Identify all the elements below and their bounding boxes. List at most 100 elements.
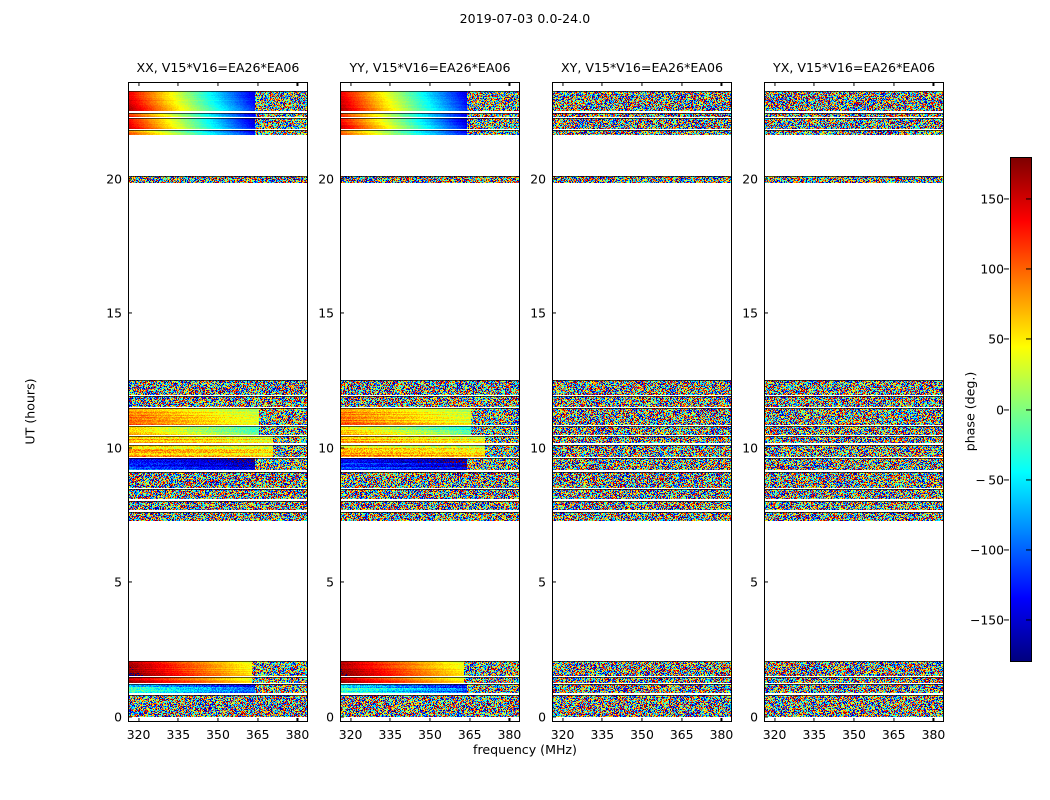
x-tick-label: 320 <box>550 727 575 742</box>
x-tick-mark <box>893 718 895 722</box>
x-tick-mark <box>469 718 471 722</box>
y-tick-label: 15 <box>530 305 546 321</box>
colorbar-tick-mark-inner <box>1026 549 1031 551</box>
x-tick-mark <box>508 718 510 722</box>
y-tick-label: 0 <box>114 709 122 725</box>
x-tick-mark <box>429 718 431 722</box>
x-tick-label: 350 <box>842 727 866 742</box>
x-tick-label: 320 <box>762 727 787 742</box>
y-tick-label: 20 <box>318 171 334 187</box>
heatmap-image <box>553 83 731 721</box>
x-tick-mark <box>296 718 298 722</box>
x-tick-mark-top <box>932 82 934 86</box>
y-tick-label: 5 <box>750 574 758 590</box>
colorbar <box>1010 157 1032 662</box>
y-tick-mark <box>552 581 556 583</box>
x-tick-mark <box>177 718 179 722</box>
x-tick-mark-top <box>774 82 776 86</box>
y-tick-label: 0 <box>750 709 758 725</box>
x-tick-label: 365 <box>457 727 482 742</box>
heatmap-panel-xx <box>128 82 308 722</box>
x-tick-mark <box>641 718 643 722</box>
figure-title: 2019-07-03 0.0-24.0 <box>459 11 591 26</box>
y-tick-label: 5 <box>326 574 334 590</box>
heatmap-image <box>765 83 943 721</box>
y-tick-mark <box>128 178 132 180</box>
x-tick-mark <box>601 718 603 722</box>
colorbar-tick-mark <box>1004 408 1009 411</box>
y-tick-mark <box>340 312 344 314</box>
x-tick-mark <box>720 718 722 722</box>
panel-title-yx: YX, V15*V16=EA26*EA06 <box>773 60 935 75</box>
x-tick-mark-top <box>720 82 722 86</box>
y-tick-label: 10 <box>106 440 122 456</box>
x-tick-label: 350 <box>630 727 654 742</box>
y-axis-label: UT (hours) <box>22 378 38 445</box>
colorbar-tick-mark-inner <box>1026 338 1031 340</box>
heatmap-image <box>341 83 519 721</box>
x-tick-mark-top <box>177 82 179 86</box>
x-tick-mark-top <box>641 82 643 86</box>
y-tick-mark <box>764 716 768 718</box>
y-tick-mark <box>552 716 556 718</box>
colorbar-tick-label: 50 <box>988 331 1004 347</box>
x-tick-mark-top <box>138 82 140 86</box>
y-tick-mark <box>128 312 132 314</box>
x-tick-mark <box>813 718 815 722</box>
y-tick-mark <box>128 581 132 583</box>
colorbar-tick-label: −100 <box>969 542 1004 558</box>
x-tick-mark-top <box>350 82 352 86</box>
y-tick-label: 15 <box>106 305 122 321</box>
colorbar-tick-mark-inner <box>1026 268 1031 270</box>
y-tick-mark <box>764 581 768 583</box>
colorbar-tick-mark <box>1004 268 1009 270</box>
x-axis-label: frequency (MHz) <box>473 742 577 757</box>
y-tick-mark <box>764 447 768 449</box>
y-tick-label: 5 <box>114 574 122 590</box>
colorbar-tick-mark-inner <box>1026 198 1031 200</box>
x-tick-label: 365 <box>669 727 694 742</box>
heatmap-image <box>129 83 307 721</box>
panel-title-xx: XX, V15*V16=EA26*EA06 <box>136 60 300 75</box>
colorbar-tick-mark-inner <box>1026 479 1031 481</box>
x-tick-label: 335 <box>802 727 827 742</box>
x-tick-mark <box>257 718 259 722</box>
x-tick-mark <box>138 718 140 722</box>
x-tick-mark-top <box>257 82 259 86</box>
x-tick-mark-top <box>562 82 564 86</box>
y-tick-label: 20 <box>106 171 122 187</box>
x-tick-label: 380 <box>497 727 522 742</box>
x-tick-mark-top <box>601 82 603 86</box>
x-tick-mark-top <box>389 82 391 86</box>
y-tick-mark <box>552 178 556 180</box>
colorbar-tick-mark <box>1004 619 1009 621</box>
x-tick-label: 335 <box>590 727 615 742</box>
x-tick-mark-top <box>813 82 815 86</box>
panel-title-xy: XY, V15*V16=EA26*EA06 <box>561 60 723 75</box>
y-tick-label: 10 <box>318 440 334 456</box>
x-tick-mark-top <box>508 82 510 86</box>
x-tick-mark-top <box>296 82 298 86</box>
y-tick-label: 10 <box>742 440 758 456</box>
colorbar-tick-label: 100 <box>980 261 1004 277</box>
y-tick-mark <box>764 312 768 314</box>
x-tick-mark-top <box>469 82 471 86</box>
y-tick-label: 20 <box>530 171 546 187</box>
x-tick-label: 320 <box>126 727 151 742</box>
colorbar-tick-mark <box>1004 549 1009 551</box>
x-tick-mark <box>562 718 564 722</box>
y-tick-mark <box>764 178 768 180</box>
colorbar-tick-mark <box>1004 338 1009 340</box>
colorbar-tick-mark <box>1004 479 1009 481</box>
y-tick-label: 20 <box>742 171 758 187</box>
colorbar-tick-label: 0 <box>996 402 1004 417</box>
y-tick-label: 0 <box>538 709 546 725</box>
y-tick-label: 0 <box>326 709 334 725</box>
colorbar-tick-mark <box>1004 198 1009 200</box>
colorbar-gradient <box>1011 158 1031 661</box>
y-tick-label: 10 <box>530 440 546 456</box>
x-tick-mark-top <box>681 82 683 86</box>
x-tick-mark-top <box>217 82 219 86</box>
heatmap-panel-yy <box>340 82 520 722</box>
